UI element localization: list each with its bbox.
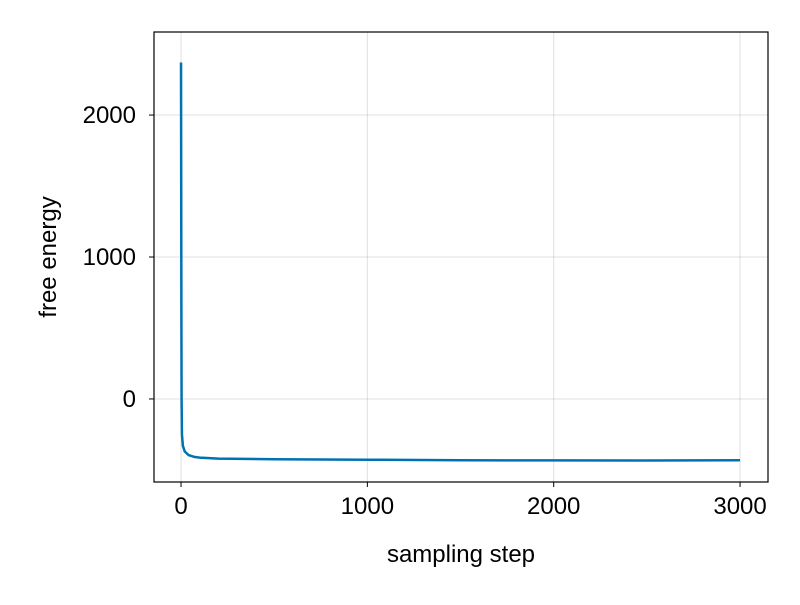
x-tick-label: 1000 <box>341 493 394 520</box>
series-layer <box>179 62 741 462</box>
y-tick-label: 0 <box>123 386 136 413</box>
x-axis: 0 1000 2000 3000 <box>174 482 767 520</box>
grid <box>154 32 768 482</box>
x-tick-label: 2000 <box>527 493 580 520</box>
y-axis: 0 1000 2000 <box>83 102 154 413</box>
y-tick-label: 2000 <box>83 102 136 129</box>
y-axis-label: free energy <box>35 196 62 317</box>
series-line <box>179 62 741 462</box>
x-axis-label: sampling step <box>387 541 535 568</box>
y-tick-label: 1000 <box>83 244 136 271</box>
x-tick-label: 0 <box>174 493 187 520</box>
x-tick-label: 3000 <box>713 493 766 520</box>
